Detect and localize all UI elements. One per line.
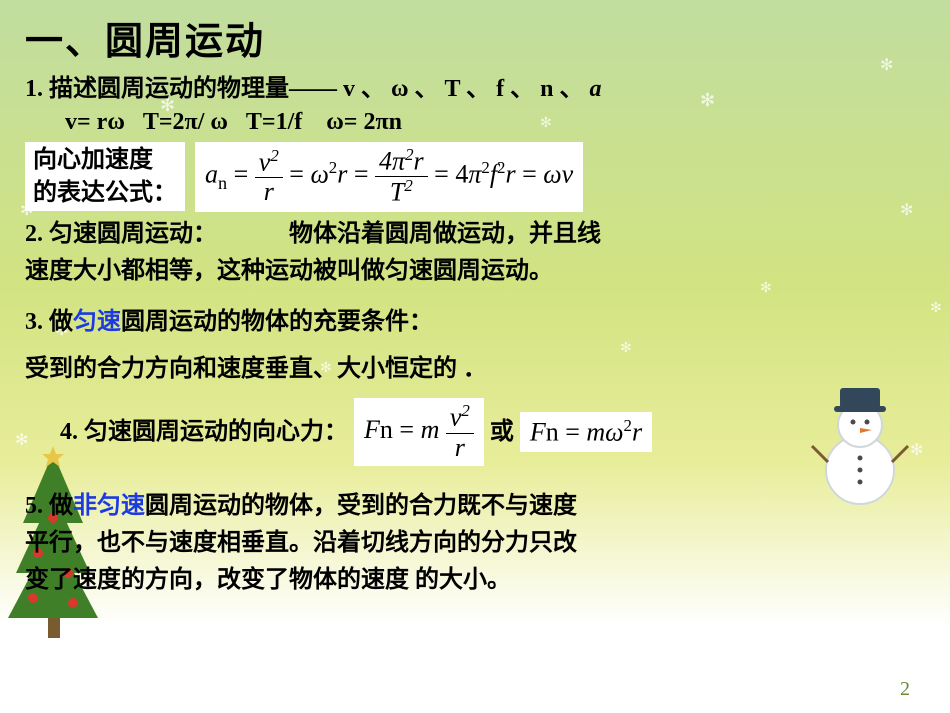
slide-content: 一、圆周运动 1. 描述圆周运动的物理量—— v 、 ω 、 T 、 f 、 n…	[0, 0, 950, 600]
item-5: 5. 做非匀速圆周运动的物体，受到的合力既不与速度 平行，也不与速度相垂直。沿着…	[25, 488, 930, 600]
section-title: 一、圆周运动	[25, 10, 930, 65]
item-1-quantities: 1. 描述圆周运动的物理量—— v 、 ω 、 T 、 f 、 n 、 a	[25, 71, 930, 107]
centripetal-accel-row: 向心加速度 的表达公式： an = v2r = ω2r = 4π2rT2 = 4…	[25, 142, 930, 212]
force-formula-2: Fn = mω2r	[520, 412, 652, 452]
item-1-relations: v= rω T=2π/ ω T=1/f ω= 2πn	[65, 109, 930, 136]
force-formula-1: Fn = m v2r	[354, 398, 484, 466]
accel-label-box: 向心加速度 的表达公式：	[25, 142, 185, 211]
item-3-answer: 受到的合力方向和速度垂直、大小恒定的 ．	[25, 351, 930, 388]
accel-formula-box: an = v2r = ω2r = 4π2rT2 = 4π2f2r = ωv	[195, 142, 583, 212]
item-4: 4. 匀速圆周运动的向心力： Fn = m v2r 或 Fn = mω2r	[60, 398, 930, 466]
item-3: 3. 做匀速圆周运动的物体的充要条件：	[25, 304, 930, 341]
page-number: 2	[900, 678, 910, 701]
item-2: 2. 匀速圆周运动： 物体沿着圆周做运动，并且线 速度大小都相等，这种运动被叫做…	[25, 216, 930, 290]
